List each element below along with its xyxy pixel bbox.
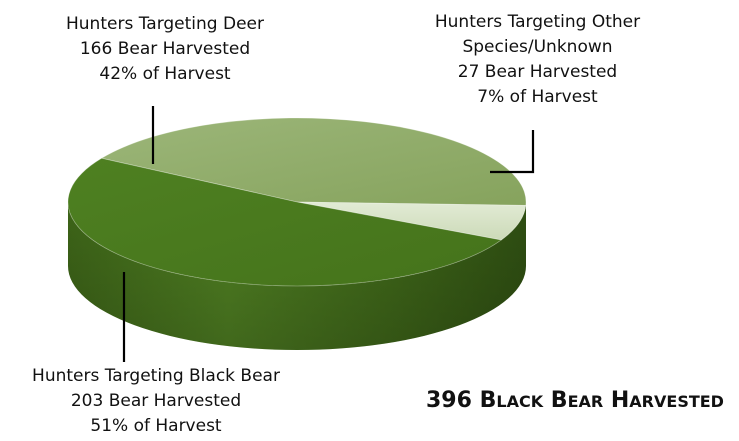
total-harvest-word-rest: LACK bbox=[496, 392, 544, 411]
slice-label-other-line: Species/Unknown bbox=[462, 37, 613, 57]
total-harvest-word: BLACK bbox=[480, 388, 544, 413]
total-harvest-word-initial: H bbox=[610, 388, 630, 413]
total-harvest-word: BEAR bbox=[551, 388, 603, 413]
slice-label-black-bear-line: 203 Bear Harvested bbox=[70, 391, 242, 411]
pie-slice-deer bbox=[100, 117, 527, 206]
slice-label-deer-line: 166 Bear Harvested bbox=[79, 39, 251, 59]
total-harvest-word-rest: EAR bbox=[567, 392, 604, 411]
pie-side-shade bbox=[68, 202, 526, 350]
total-harvest-word-rest: ARVESTED bbox=[629, 392, 724, 411]
pie-slice-black-bear bbox=[67, 157, 503, 287]
slice-label-other-line: 27 Bear Harvested bbox=[457, 62, 618, 82]
slice-label-black-bear-line: 51% of Harvest bbox=[90, 416, 222, 436]
total-harvest-caption: 396 BLACK BEAR HARVESTED bbox=[426, 388, 724, 413]
slice-label-other-line: Hunters Targeting Other bbox=[434, 12, 641, 32]
total-harvest-number: 396 bbox=[426, 388, 472, 413]
leader-line-other bbox=[490, 130, 535, 174]
slice-label-black-bear-line: Hunters Targeting Black Bear bbox=[32, 366, 280, 386]
total-harvest-word-initial: B bbox=[479, 388, 497, 413]
slice-label-deer-line: 42% of Harvest bbox=[99, 64, 231, 84]
slice-label-deer: Hunters Targeting Deer 166 Bear Harveste… bbox=[40, 12, 290, 87]
total-harvest-word-initial: B bbox=[550, 388, 568, 413]
total-harvest-word: HARVESTED bbox=[611, 388, 724, 413]
pie-slice-other bbox=[296, 201, 527, 241]
slice-label-other-line: 7% of Harvest bbox=[477, 87, 598, 107]
slice-label-deer-line: Hunters Targeting Deer bbox=[66, 14, 264, 34]
slice-label-black-bear: Hunters Targeting Black Bear 203 Bear Ha… bbox=[0, 364, 312, 439]
slice-label-other: Hunters Targeting Other Species/Unknown … bbox=[405, 10, 670, 110]
